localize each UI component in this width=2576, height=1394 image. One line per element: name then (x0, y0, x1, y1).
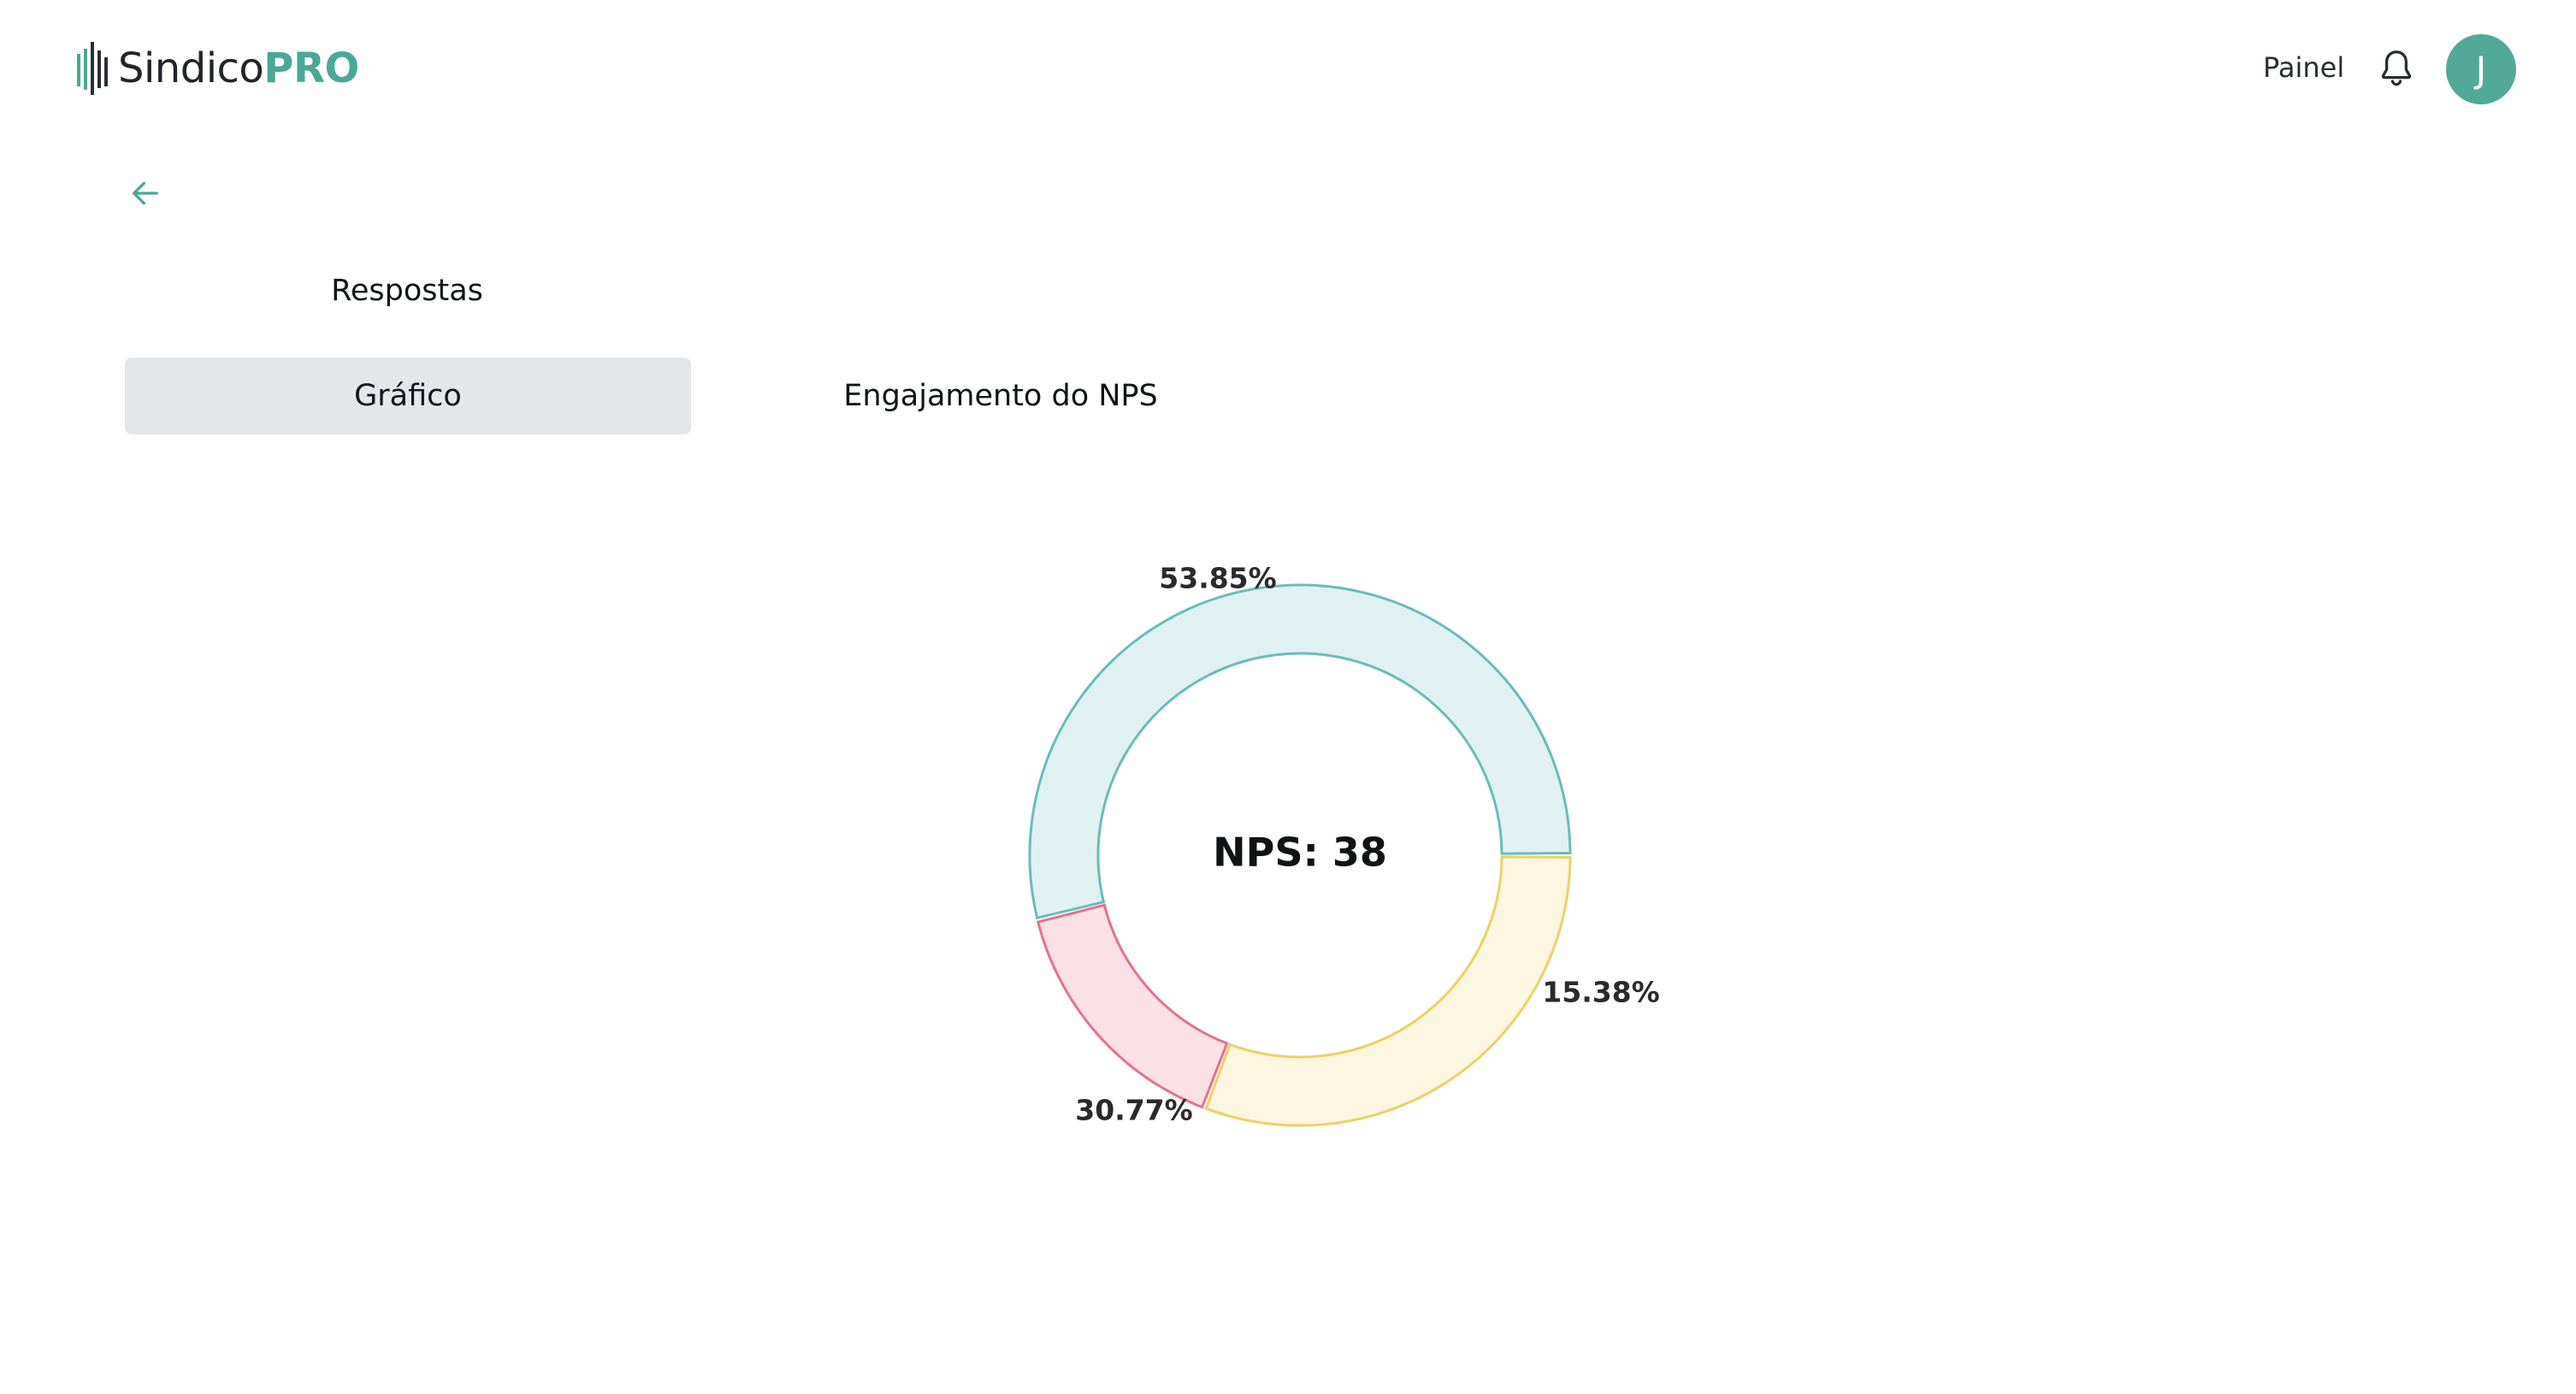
tab-grafico[interactable]: Gráfico (125, 357, 691, 434)
chart-label-promotores: 53.85% (1159, 562, 1276, 595)
logo-mark-icon (77, 42, 108, 95)
section-title: Respostas (331, 274, 483, 308)
user-avatar[interactable]: J (2446, 34, 2516, 104)
app-header: SindicoPRO Painel J (0, 0, 2576, 137)
nps-score-label: NPS: 38 (1213, 830, 1387, 876)
arrow-left-icon[interactable] (128, 176, 162, 210)
brand-name-part2: PRO (263, 44, 359, 92)
nav-painel-link[interactable]: Painel (2263, 51, 2345, 84)
app-logo[interactable]: SindicoPRO (75, 38, 359, 99)
chart-label-detratores: 15.38% (1542, 976, 1659, 1009)
chart-label-neutros: 30.77% (1075, 1094, 1192, 1127)
tab-engajamento-nps[interactable]: Engajamento do NPS (843, 379, 1158, 413)
chart-slice-promotores[interactable] (1028, 583, 1572, 920)
brand-name: SindicoPRO (118, 48, 359, 89)
nps-donut-svg: 53.85% 15.38% 30.77% NPS: 38 (1028, 562, 1660, 1127)
bell-icon[interactable] (2378, 48, 2415, 89)
chart-slice-neutros[interactable] (1204, 855, 1572, 1127)
brand-name-part1: Sindico (118, 44, 264, 92)
nps-donut-chart: 53.85% 15.38% 30.77% NPS: 38 (941, 513, 1660, 1232)
chart-slice-detratores[interactable] (1036, 903, 1229, 1109)
